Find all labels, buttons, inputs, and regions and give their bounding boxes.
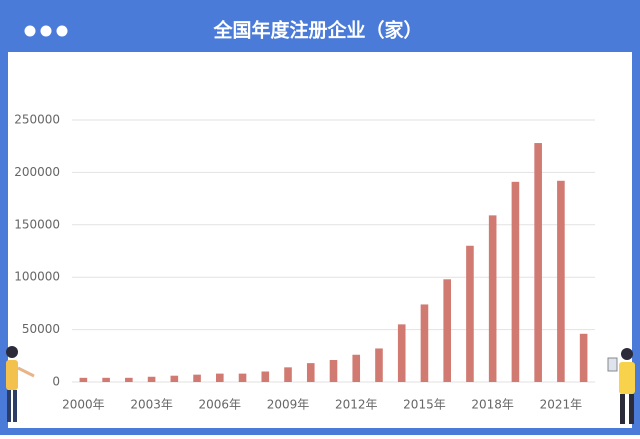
- x-tick-label: 2018年: [471, 398, 514, 412]
- bar: [329, 359, 338, 382]
- bar: [557, 180, 565, 382]
- bar: [238, 373, 247, 382]
- bar: [466, 245, 474, 382]
- bar: [534, 143, 542, 382]
- person-right: [607, 348, 635, 424]
- bar: [375, 348, 383, 382]
- x-tick-label: 2021年: [540, 398, 583, 412]
- bar: [579, 333, 588, 382]
- x-tick-label: 2003年: [130, 398, 173, 412]
- bar: [352, 354, 361, 382]
- panel: [8, 52, 632, 428]
- bar: [488, 215, 497, 382]
- window-dot: [40, 25, 52, 37]
- y-tick-label: 250000: [14, 113, 60, 127]
- bar: [102, 377, 110, 382]
- bar: [420, 304, 429, 382]
- x-tick-label: 2000年: [62, 398, 105, 412]
- x-tick-label: 2006年: [199, 398, 242, 412]
- y-tick-label: 200000: [14, 165, 60, 179]
- window-dot: [56, 25, 68, 37]
- y-tick-label: 100000: [14, 270, 60, 284]
- x-tick-label: 2012年: [335, 398, 378, 412]
- bar: [193, 374, 201, 382]
- bar: [443, 279, 451, 382]
- y-tick-label: 0: [52, 375, 60, 389]
- bar: [397, 324, 406, 382]
- chart-title: 全国年度注册企业（家）: [212, 19, 422, 42]
- x-tick-label: 2015年: [403, 398, 446, 412]
- bar: [306, 363, 315, 382]
- x-tick-label: 2009年: [267, 398, 310, 412]
- bar: [216, 373, 224, 382]
- bar: [261, 371, 270, 382]
- bar: [170, 375, 179, 382]
- y-tick-label: 50000: [22, 322, 60, 336]
- bar: [125, 377, 133, 382]
- bar: [79, 377, 88, 382]
- window-dot: [24, 25, 36, 37]
- bar: [284, 367, 292, 382]
- y-tick-label: 150000: [14, 217, 60, 231]
- person-left: [6, 346, 35, 422]
- bar: [511, 181, 520, 382]
- bar: [147, 376, 156, 382]
